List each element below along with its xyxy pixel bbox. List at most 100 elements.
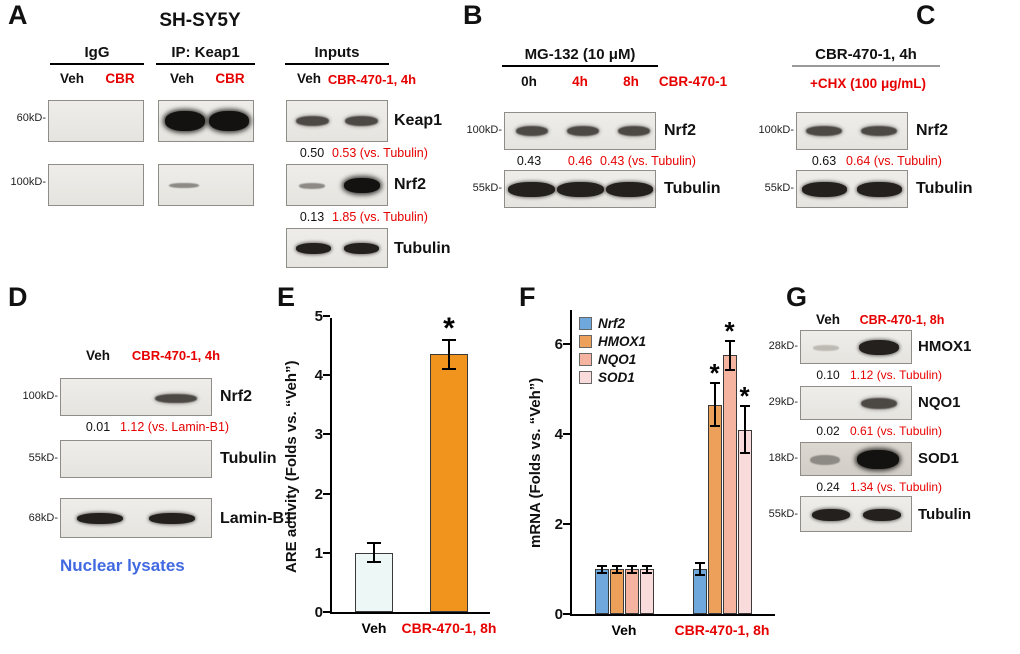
blot-nrf2-timecourse [504, 112, 656, 150]
mw-marker-18kd: 18kD- [768, 452, 798, 464]
quant-value-veh: 0.50 [299, 146, 325, 160]
mw-marker-100kd: 100kD- [758, 124, 794, 136]
legend-label: Nrf2 [598, 316, 626, 331]
y-tick-label: 5 [314, 308, 323, 325]
error-bar [641, 564, 652, 574]
blot-band [77, 513, 123, 524]
mw-marker-28kd: 28kD- [768, 340, 798, 352]
blot-nrf2-chx [796, 112, 908, 150]
protein-label-nrf2: Nrf2 [220, 388, 253, 405]
legend-label: HMOX1 [598, 334, 647, 349]
blot-band [344, 178, 380, 193]
panel-d-label: D [8, 282, 28, 312]
blot-inputs-nrf2 [286, 164, 388, 206]
lane-label-veh: Veh [59, 71, 84, 86]
quant-value-cbr: 1.34 (vs. Tubulin) [850, 480, 943, 494]
blot-band [861, 126, 897, 136]
mw-marker-29kd: 29kD- [768, 396, 798, 408]
blot-sod1 [800, 442, 912, 476]
blot-inputs-tubulin [286, 228, 388, 268]
treatment-title-mg132: MG-132 (10 μM) [502, 46, 658, 67]
protein-label-hmox1: HMOX1 [918, 338, 972, 355]
blot-igg-nrf2 [48, 164, 144, 206]
blot-band [861, 398, 897, 409]
y-tick-label: 2 [314, 485, 323, 503]
treatment-label-cbr-470-1: CBR-470-1 [658, 74, 728, 89]
x-category-label: CBR-470-1, 8h [674, 622, 770, 638]
protein-label-nrf2: Nrf2 [394, 176, 427, 193]
y-tick-mark [323, 492, 330, 495]
blot-band [618, 126, 650, 136]
quant-value-cbr: 1.12 (vs. Lamin-B1) [120, 420, 230, 434]
legend-item: SOD1 [579, 370, 646, 385]
mrna-chart: 0 2 4 6 * * * Veh CBR-470-1, 8h Nrf2 HMOX1 NQO1 SOD1 [555, 310, 775, 638]
chart-bar [609, 569, 624, 614]
lane-label-veh: Veh [85, 348, 110, 363]
x-category-label: Veh [361, 620, 387, 636]
x-category-label: CBR-470-1, 8h [401, 620, 497, 636]
error-bar [709, 382, 720, 428]
blot-band [806, 126, 842, 136]
chart-bar [430, 354, 468, 612]
y-tick-label: 3 [314, 426, 323, 444]
chart-bar [737, 429, 752, 614]
are-activity-chart: 0 1 2 3 4 5 * Veh CBR-470-1, 8h [315, 308, 497, 636]
blot-band [344, 243, 379, 254]
blot-band [296, 243, 331, 254]
blot-band [802, 182, 847, 197]
lane-label-8h: 8h [623, 74, 639, 89]
protein-label-tubulin: Tubulin [918, 506, 972, 523]
legend-item: Nrf2 [579, 316, 646, 331]
quant-value-8h: 0.43 (vs. Tubulin) [600, 154, 696, 168]
y-tick-mark [563, 433, 570, 435]
blot-band [557, 182, 604, 197]
blot-band [508, 182, 555, 197]
blot-band [149, 513, 195, 524]
blot-nuclear-nrf2 [60, 378, 212, 416]
mw-marker-100kd: 100kD- [10, 176, 46, 188]
lane-label-cbr-470-1-4h: CBR-470-1, 4h [327, 72, 417, 87]
blot-band [155, 394, 197, 403]
quant-value-veh: 0.63 [811, 154, 837, 168]
mw-marker-68kd: 68kD- [28, 512, 58, 524]
blot-band [863, 509, 901, 521]
error-bar [596, 564, 607, 574]
y-tick-mark [563, 343, 570, 345]
nuclear-lysates-note: Nuclear lysates [60, 556, 185, 575]
significance-asterisk: * [443, 311, 455, 345]
protein-label-tubulin: Tubulin [394, 240, 451, 257]
blot-inputs-keap1 [286, 100, 388, 142]
y-tick-mark [323, 551, 330, 554]
panel-c-label: C [916, 0, 936, 30]
blot-ip-keap1 [158, 100, 254, 142]
quant-value-cbr: 0.64 (vs. Tubulin) [846, 154, 942, 168]
y-tick-mark [323, 315, 330, 317]
legend-swatch [579, 335, 592, 348]
mw-marker-100kd: 100kD- [22, 390, 58, 402]
quant-value-veh: 0.01 [85, 420, 111, 434]
blot-band [296, 116, 329, 126]
error-bar [739, 404, 750, 455]
protein-label-tubulin: Tubulin [220, 450, 277, 467]
blot-tubulin-g [800, 496, 912, 532]
panel-f-label: F [519, 282, 536, 312]
quant-value-veh: 0.02 [816, 424, 840, 438]
mw-marker-60kd: 60kD- [16, 112, 46, 124]
blot-band [606, 182, 653, 197]
mw-marker-55kd: 55kD- [472, 182, 502, 194]
y-tick-mark [563, 613, 570, 615]
blot-nqo1 [800, 386, 912, 420]
error-bar [724, 339, 735, 371]
y-tick-label: 0 [314, 604, 323, 621]
y-tick-label: 0 [554, 606, 563, 623]
quant-value-cbr: 1.85 (vs. Tubulin) [332, 210, 428, 224]
chart-bar [639, 569, 654, 614]
lane-label-cbr: CBR [215, 71, 245, 86]
lane-label-cbr-470-1-4h: CBR-470-1, 4h [131, 348, 221, 363]
are-activity-y-axis-label: ARE activity (Folds vs. “Veh”) [283, 360, 300, 574]
blot-nuclear-tubulin [60, 440, 212, 478]
quant-value-veh: 0.13 [299, 210, 325, 224]
y-tick-label: 4 [554, 426, 563, 443]
blot-band [567, 126, 599, 136]
panel-b-label: B [463, 0, 483, 30]
